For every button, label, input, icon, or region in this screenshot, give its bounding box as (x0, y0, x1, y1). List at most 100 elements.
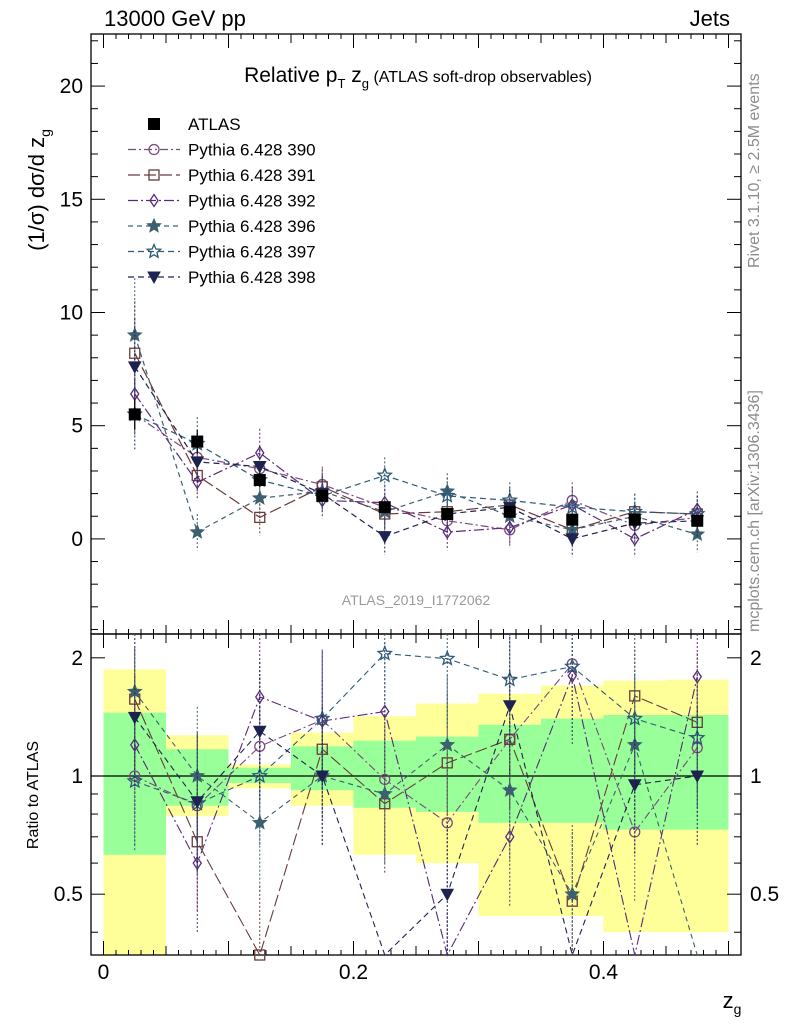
data-point (563, 498, 581, 515)
chart-title: Relative pT zg (ATLAS soft-drop observab… (244, 64, 592, 91)
ratio-point (376, 785, 393, 801)
ratio-point (688, 729, 706, 745)
ratio-point (439, 736, 456, 752)
data-point (127, 361, 142, 374)
ratio-point (564, 885, 581, 901)
series-data (128, 399, 704, 527)
data-point (316, 489, 329, 502)
legend-entry: Pythia 6.428 391 (128, 166, 316, 185)
legend-entry: Pythia 6.428 396 (128, 217, 316, 236)
ratio-tick-label: 0.5 (750, 883, 779, 906)
ratio-line (134, 691, 698, 956)
data-point (189, 523, 206, 539)
x-tick-label: 0.4 (589, 961, 619, 984)
legend-label: Pythia 6.428 397 (188, 243, 316, 262)
header-right: Jets (689, 6, 730, 31)
ratio-point (376, 644, 394, 661)
data-point (252, 460, 267, 474)
data-point (192, 475, 203, 490)
data-point (253, 474, 266, 487)
ratio-point (501, 670, 519, 687)
legend-entry: ATLAS (148, 115, 241, 134)
legend-label: ATLAS (188, 115, 241, 134)
legend-label: Pythia 6.428 396 (188, 217, 316, 236)
main-series-layer (126, 278, 706, 558)
data-point (376, 466, 394, 483)
ratio-series-layer (126, 634, 706, 961)
legend-marker (149, 193, 159, 208)
legend-marker (148, 169, 160, 181)
legend-marker (147, 271, 161, 285)
data-point (689, 526, 706, 542)
ratio-point (501, 781, 518, 797)
ratio-line (134, 673, 698, 957)
ratio-point (627, 779, 642, 792)
legend-marker (148, 118, 160, 130)
legend-label: Pythia 6.428 390 (188, 141, 316, 160)
ratio-tick-label: 1 (750, 765, 762, 788)
data-point (128, 408, 141, 421)
data-point (565, 533, 580, 546)
series-line (134, 413, 698, 515)
legend-entry: Pythia 6.428 397 (128, 243, 316, 262)
data-point (190, 456, 205, 469)
ratio-point (567, 668, 578, 683)
ratio-point (254, 949, 266, 961)
ratio-line (134, 703, 698, 957)
header-left: 13000 GeV pp (104, 6, 246, 31)
mcplots-label: mcplots.cern.ch [arXiv:1306.3436] (746, 390, 763, 632)
ratio-point (563, 657, 581, 674)
data-point (126, 326, 143, 342)
x-tick-label: 0 (98, 961, 110, 984)
ratio-point (251, 814, 268, 830)
ratio-point (252, 725, 267, 739)
data-point (629, 531, 640, 547)
ratio-series-5 (127, 636, 705, 957)
series-4 (126, 379, 706, 533)
ratio-line (134, 653, 698, 805)
legend-marker (146, 217, 162, 233)
ratio-point (439, 650, 456, 666)
y-tick-label: 10 (60, 301, 83, 324)
ratio-point (190, 796, 205, 809)
ratio-point (315, 770, 330, 784)
data-point (251, 489, 268, 505)
legend-entry: Pythia 6.428 390 (128, 141, 316, 160)
ratio-axis-label: Ratio to ATLAS (25, 741, 42, 849)
ratio-point (626, 709, 644, 726)
legend-label: Pythia 6.428 392 (188, 192, 316, 211)
rivet-label: Rivet 3.1.10, ≥ 2.5M events (746, 73, 763, 268)
legend-label: Pythia 6.428 398 (188, 268, 316, 287)
data-point (503, 505, 516, 518)
y-tick-label: 0 (71, 528, 83, 551)
series-3 (126, 278, 706, 553)
series-line (134, 366, 698, 540)
data-point (191, 435, 204, 448)
ratio-line (134, 662, 698, 834)
legend-marker (148, 143, 160, 156)
series-5 (127, 318, 705, 558)
legend: ATLAS Pythia 6.428 390 Pythia 6.428 391 Pyt… (128, 115, 316, 287)
data-point (439, 487, 456, 503)
legend-entry: Pythia 6.428 392 (128, 192, 316, 211)
data-point (628, 513, 641, 526)
legend-entry: Pythia 6.428 398 (128, 268, 316, 287)
data-point (441, 508, 454, 520)
ratio-band-inner (541, 718, 604, 823)
ratio-point (502, 700, 517, 713)
series-line (134, 334, 698, 535)
series-line (134, 352, 698, 531)
data-point (691, 514, 704, 527)
ratio-point (690, 770, 705, 784)
y-tick-label: 15 (60, 188, 83, 211)
ratio-tick-label: 2 (750, 647, 762, 670)
ratio-tick-label: 0.5 (54, 883, 83, 906)
data-point (378, 501, 391, 514)
x-axis-label: zg (723, 988, 742, 1017)
series-line (134, 393, 698, 540)
ratio-point (440, 888, 455, 902)
watermark: ATLAS_2019_I1772062 (342, 592, 491, 608)
y-tick-label: 5 (71, 415, 83, 438)
